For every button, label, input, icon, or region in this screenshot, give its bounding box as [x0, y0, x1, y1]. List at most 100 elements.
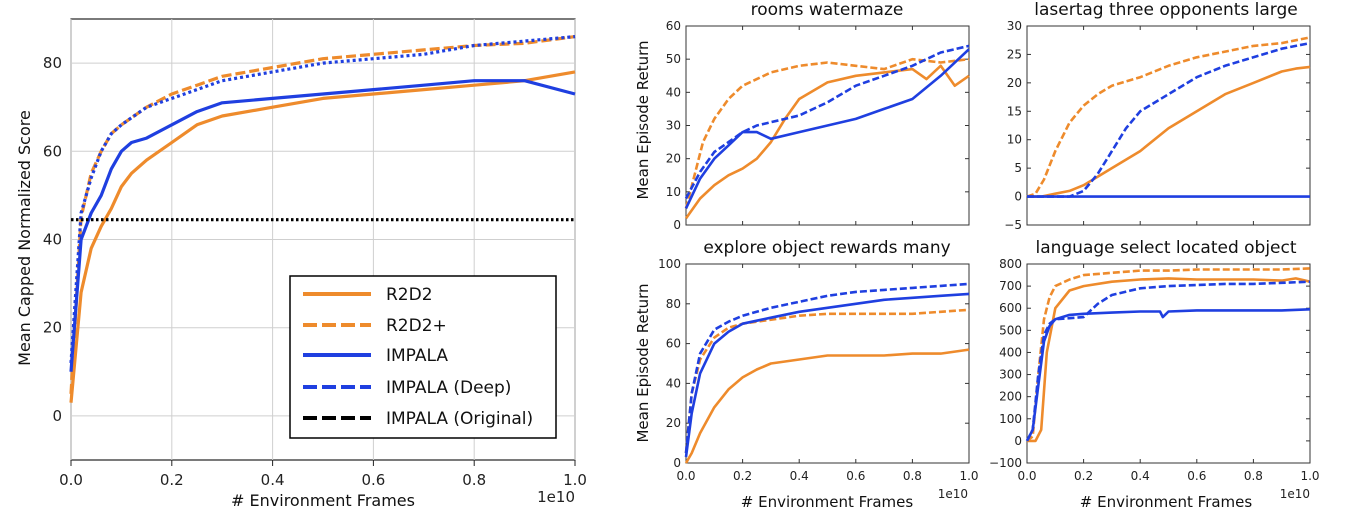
p2-ytick-label: 0	[1014, 190, 1022, 204]
main-xtick-label: 0.4	[261, 471, 285, 489]
p2-plot-frame	[1026, 25, 1311, 226]
main-y-ticks: 0 20 40 60 80	[43, 54, 62, 425]
panel-y-label-top: Mean Episode Return	[634, 40, 652, 199]
p4-xtick-label: 0.4	[1131, 469, 1150, 483]
main-ytick-label: 80	[43, 54, 62, 72]
p1-ytick-label: 0	[673, 218, 681, 232]
p4-xtick-label: 0.8	[1244, 469, 1263, 483]
p1-ytick-label: 10	[666, 185, 681, 199]
p3-ytick-label: 20	[666, 416, 681, 430]
panel-language-select-located-object: language select located object # Environ…	[989, 238, 1320, 511]
p1-ytick-label: 60	[666, 19, 681, 33]
panel-title-explore-object-rewards: explore object rewards many	[703, 238, 950, 258]
main-series-r2d2	[69, 35, 576, 394]
p4-series-r2d2	[1027, 277, 1311, 443]
p4-xtick-label: 0.2	[1074, 469, 1093, 483]
p2-series-impala-deep	[1027, 41, 1311, 198]
panel-rooms-watermaze: rooms watermaze Mean Episode Return 0 10 2…	[634, 0, 970, 232]
panel-title-lasertag: lasertag three opponents large	[1034, 0, 1298, 20]
panel-x-scale-right: 1e10	[1280, 487, 1310, 501]
panel-x-scale-left: 1e10	[938, 487, 968, 501]
main-series-impala	[69, 79, 576, 372]
p2-ytick-label: 30	[1007, 19, 1022, 33]
p2-series-r2d2	[1026, 36, 1311, 198]
main-series-impala-deep	[69, 35, 576, 364]
main-xtick-label: 0.2	[160, 471, 184, 489]
p1-ytick-label: 30	[666, 119, 681, 133]
legend: R2D2 R2D2+ IMPALA IMPALA (Deep) IMPALA (…	[289, 275, 557, 439]
p4-series-impala	[1025, 308, 1311, 442]
panel-title-language-select: language select located object	[1035, 238, 1296, 258]
p4-series-impala-deep	[1025, 280, 1311, 442]
p3-xtick-label: 0.4	[790, 469, 809, 483]
p1-series-r2d2	[684, 57, 970, 209]
p4-series-r2d2	[1026, 267, 1311, 442]
main-x-label: # Environment Frames	[231, 491, 415, 510]
p2-ytick-label: 20	[1007, 76, 1022, 90]
p4-ytick-label: 300	[999, 368, 1022, 382]
p1-series-impala-deep	[684, 44, 970, 200]
p3-series-impala-deep	[684, 282, 970, 454]
p4-ytick-label: 0	[1014, 434, 1022, 448]
p4-ytick-label: 500	[999, 323, 1022, 337]
legend-label-r2d2-plus: R2D2+	[386, 316, 447, 336]
p2-series-r2d2	[1027, 65, 1311, 198]
main-xtick-label: 1.0	[563, 471, 587, 489]
p3-ytick-label: 60	[666, 337, 681, 351]
main-y-label: Mean Capped Normalized Score	[15, 110, 34, 366]
p3-xtick-label: 0.0	[676, 469, 695, 483]
p2-ytick-label: 25	[1007, 47, 1022, 61]
p1-ytick-label: 40	[666, 85, 681, 99]
main-series	[69, 35, 576, 403]
p4-ytick-label: 700	[999, 279, 1022, 293]
panel-lasertag-three-opponents-large: lasertag three opponents large −5 0 5 10 15 2…	[1004, 0, 1311, 232]
p4-plot-frame	[1026, 263, 1311, 464]
p2-ytick-label: 10	[1007, 133, 1022, 147]
main-ytick-label: 40	[43, 231, 62, 249]
p3-series-r2d2	[684, 348, 970, 464]
main-x-ticks: 0.0 0.2 0.4 0.6 0.8 1.0	[59, 460, 587, 489]
panel-y-label-bottom: Mean Episode Return	[634, 283, 652, 442]
p4-ytick-label: −100	[989, 456, 1022, 470]
main-x-scale: 1e10	[537, 488, 575, 506]
p4-xtick-label: 1.0	[1300, 469, 1319, 483]
legend-label-impala-deep: IMPALA (Deep)	[386, 378, 511, 398]
legend-label-impala: IMPALA	[386, 346, 448, 366]
p4-ytick-label: 800	[999, 257, 1022, 271]
main-xtick-label: 0.0	[59, 471, 83, 489]
p1-ytick-label: 20	[666, 152, 681, 166]
p3-xtick-label: 0.8	[903, 469, 922, 483]
main-xtick-label: 0.6	[361, 471, 385, 489]
main-series-r2d2	[69, 70, 576, 403]
p3-ytick-label: 80	[666, 297, 681, 311]
p2-ytick-label: −5	[1004, 218, 1022, 232]
p4-ytick-label: 200	[999, 390, 1022, 404]
panel-title-rooms-watermaze: rooms watermaze	[751, 0, 904, 20]
legend-label-r2d2: R2D2	[386, 285, 433, 305]
p4-ytick-label: 600	[999, 301, 1022, 315]
legend-label-impala-original: IMPALA (Original)	[386, 409, 533, 429]
p3-ytick-label: 0	[673, 456, 681, 470]
p3-series-r2d2	[684, 308, 970, 454]
main-ytick-label: 20	[43, 319, 62, 337]
main-chart: 0 20 40 60 80 0.0 0.2 0.4 0.6 0.8 1.0 # Environme…	[15, 18, 587, 510]
panel-x-label-right: # Environment Frames	[1080, 493, 1253, 511]
p4-xtick-label: 0.6	[1187, 469, 1206, 483]
p3-xtick-label: 1.0	[959, 469, 978, 483]
p1-series-impala	[684, 48, 970, 209]
p4-xtick-label: 0.0	[1017, 469, 1036, 483]
p3-series-impala	[684, 292, 970, 458]
p2-ytick-label: 5	[1014, 161, 1022, 175]
p3-plot-frame	[685, 263, 970, 464]
p3-ytick-label: 40	[666, 376, 681, 390]
main-ytick-label: 60	[43, 142, 62, 160]
p3-xtick-label: 0.2	[733, 469, 752, 483]
panel-explore-object-rewards-many: explore object rewards many Mean Episode…	[634, 238, 979, 511]
panel-x-label-left: # Environment Frames	[741, 493, 914, 511]
p3-xtick-label: 0.6	[846, 469, 865, 483]
p1-ytick-label: 50	[666, 52, 681, 66]
main-xtick-label: 0.8	[462, 471, 486, 489]
main-ytick-label: 0	[52, 407, 62, 425]
p1-series-r2d2	[684, 64, 970, 220]
